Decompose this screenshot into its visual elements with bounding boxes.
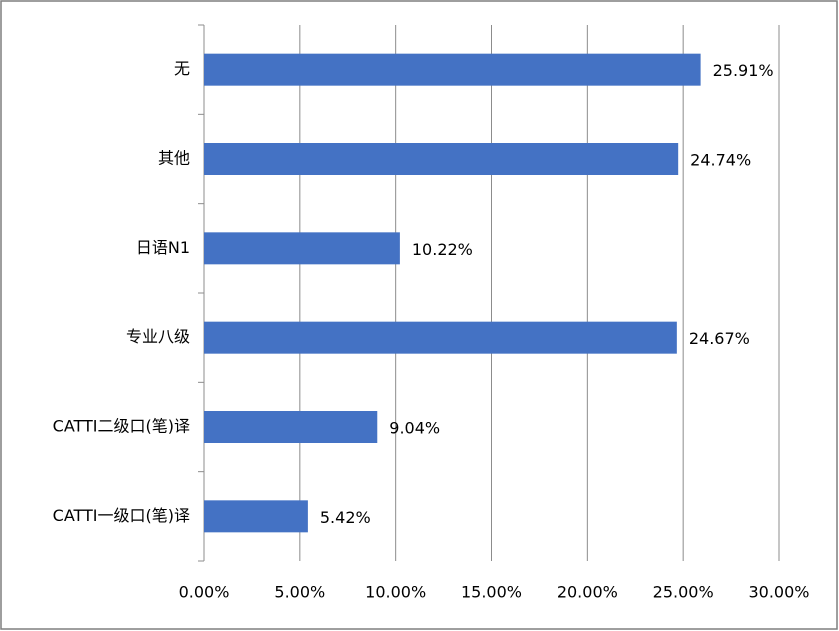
value-label: 10.22%	[412, 240, 473, 259]
value-label: 24.67%	[689, 329, 750, 348]
value-label: 24.74%	[690, 151, 751, 170]
bar	[204, 53, 701, 86]
value-label: 9.04%	[389, 419, 440, 438]
y-tick-label: 日语N1	[136, 238, 190, 257]
y-tick-label: 专业八级	[126, 327, 190, 346]
x-tick-label: 25.00%	[653, 583, 714, 602]
x-tick-label: 0.00%	[179, 583, 230, 602]
y-tick-label: 其他	[158, 149, 190, 168]
x-tick-label: 30.00%	[748, 583, 809, 602]
bar	[204, 321, 677, 354]
bar	[204, 411, 378, 443]
y-tick-label: 无	[174, 59, 190, 78]
x-tick-label: 10.00%	[365, 583, 426, 602]
x-tick-label: 20.00%	[557, 583, 618, 602]
x-tick-label: 5.00%	[274, 583, 325, 602]
value-label: 25.91%	[713, 61, 774, 80]
bar	[204, 143, 679, 175]
bar	[204, 500, 308, 533]
y-tick-label: CATTI一级口(笔)译	[53, 506, 190, 525]
bar	[204, 232, 400, 265]
y-tick-label: CATTI二级口(笔)译	[53, 417, 190, 436]
x-tick-label: 15.00%	[461, 583, 522, 602]
value-label: 5.42%	[320, 508, 371, 527]
